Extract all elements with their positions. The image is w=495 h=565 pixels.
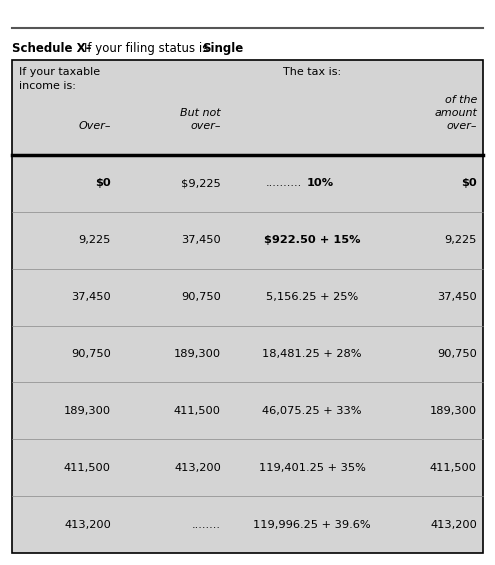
Text: Schedule X–: Schedule X– [12, 42, 92, 55]
Text: If your taxable: If your taxable [19, 67, 100, 77]
Text: If your filing status is: If your filing status is [84, 42, 212, 55]
Text: 411,500: 411,500 [174, 406, 221, 416]
Text: 37,450: 37,450 [71, 292, 111, 302]
Text: Over–: Over– [79, 121, 111, 131]
Text: 411,500: 411,500 [430, 463, 477, 473]
Text: 189,300: 189,300 [430, 406, 477, 416]
Text: 5,156.25 + 25%: 5,156.25 + 25% [266, 292, 358, 302]
Text: 9,225: 9,225 [79, 235, 111, 245]
Text: 413,200: 413,200 [430, 520, 477, 529]
Text: But not: But not [180, 108, 221, 118]
Text: 37,450: 37,450 [437, 292, 477, 302]
Text: $922.50 + 15%: $922.50 + 15% [264, 235, 360, 245]
Text: 90,750: 90,750 [437, 349, 477, 359]
Text: ........: ........ [192, 520, 221, 529]
Text: $9,225: $9,225 [181, 179, 221, 189]
Text: of the: of the [445, 95, 477, 105]
Text: Single: Single [202, 42, 243, 55]
Text: 37,450: 37,450 [181, 235, 221, 245]
Text: 90,750: 90,750 [181, 292, 221, 302]
Text: 46,075.25 + 33%: 46,075.25 + 33% [262, 406, 362, 416]
Text: 90,750: 90,750 [71, 349, 111, 359]
Text: 413,200: 413,200 [64, 520, 111, 529]
Text: amount: amount [434, 108, 477, 118]
Text: 413,200: 413,200 [174, 463, 221, 473]
Text: over–: over– [446, 121, 477, 131]
Text: $0: $0 [461, 179, 477, 189]
Text: ..........: .......... [266, 179, 302, 189]
Text: 189,300: 189,300 [174, 349, 221, 359]
Text: 411,500: 411,500 [64, 463, 111, 473]
Text: over–: over– [191, 121, 221, 131]
Text: 119,401.25 + 35%: 119,401.25 + 35% [258, 463, 365, 473]
Text: 10%: 10% [307, 179, 334, 189]
Text: The tax is:: The tax is: [283, 67, 341, 77]
Text: 119,996.25 + 39.6%: 119,996.25 + 39.6% [253, 520, 371, 529]
Text: $0: $0 [95, 179, 111, 189]
Text: 18,481.25 + 28%: 18,481.25 + 28% [262, 349, 362, 359]
Text: 189,300: 189,300 [64, 406, 111, 416]
Text: income is:: income is: [19, 81, 76, 91]
Bar [12, 60, 483, 553]
Text: 9,225: 9,225 [445, 235, 477, 245]
